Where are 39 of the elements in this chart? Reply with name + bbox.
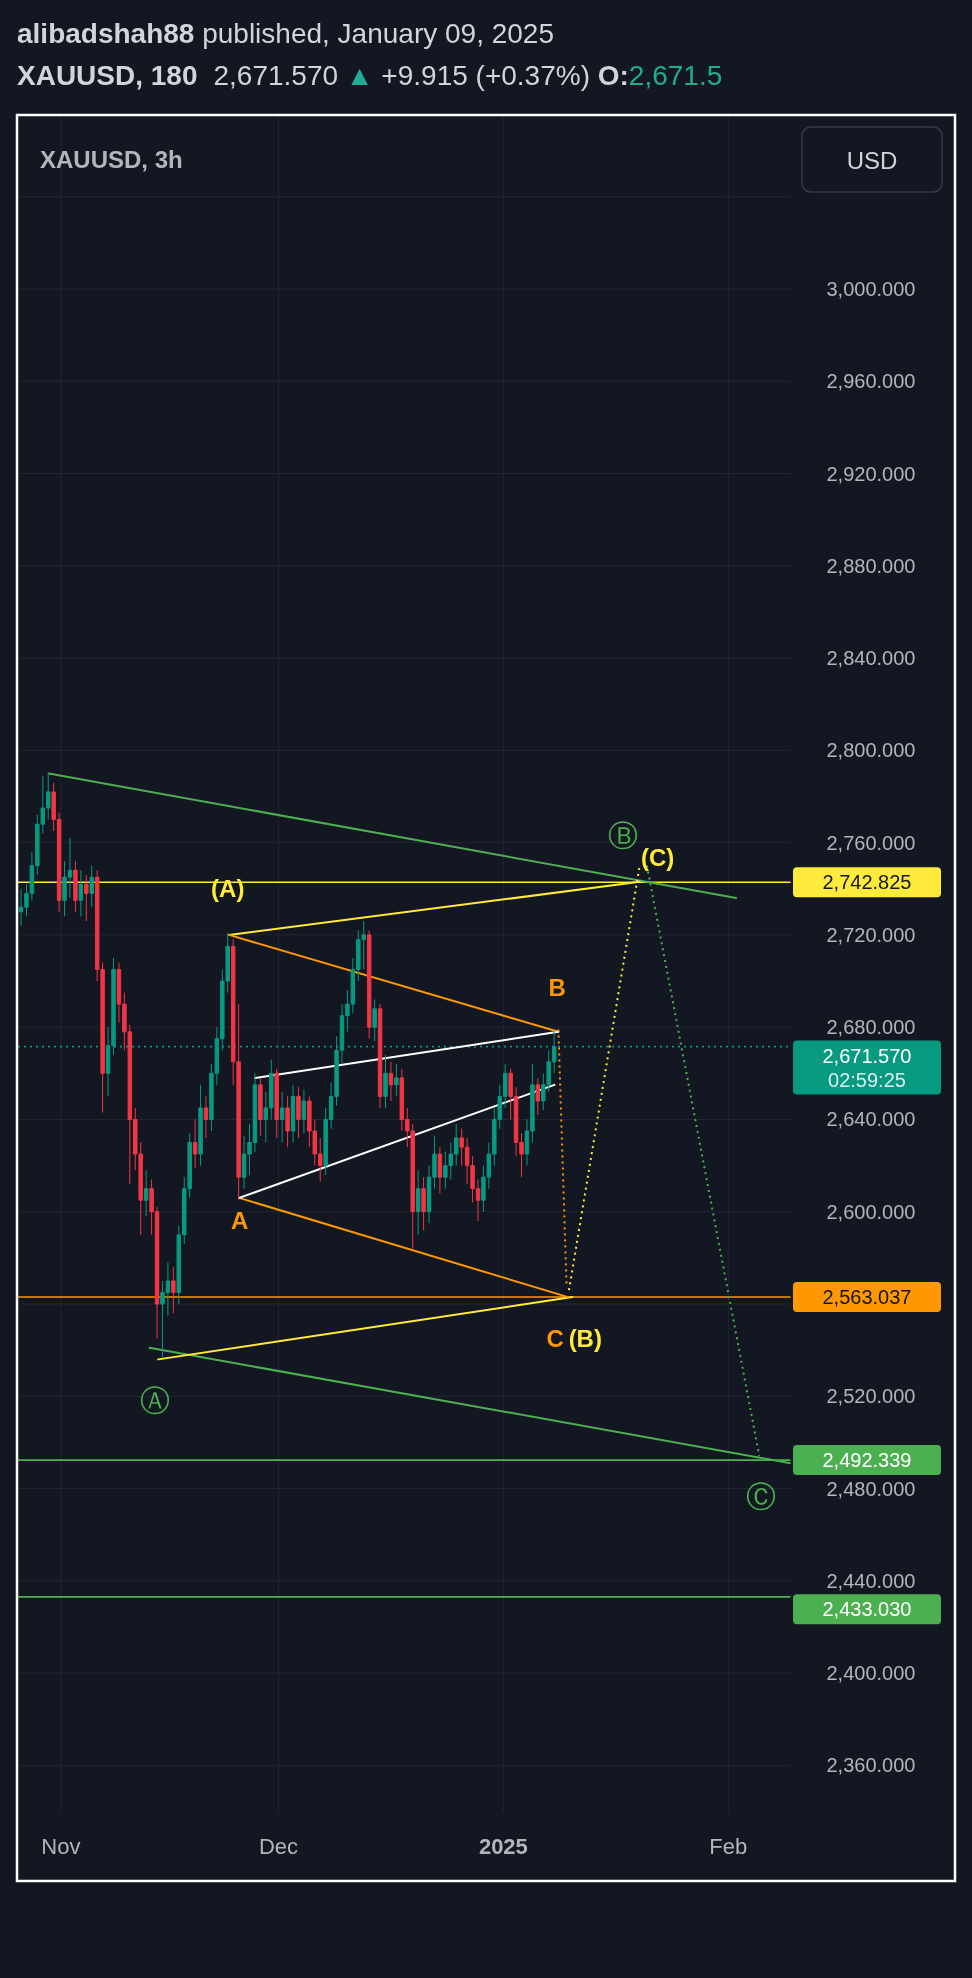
y-tick-label: 2,520.000 (826, 1385, 916, 1408)
annotation: A (230, 1206, 249, 1234)
y-tick-label: 2,480.000 (826, 1477, 916, 1500)
y-tick-label: 2,800.000 (826, 739, 916, 762)
y-tick-label: 2,360.000 (826, 1754, 916, 1777)
y-tick-label: 2,680.000 (826, 1016, 916, 1039)
x-tick-label: Feb (709, 1833, 748, 1859)
y-tick-label: 2,440.000 (826, 1569, 916, 1592)
annotation: (B) (568, 1324, 602, 1352)
annotation: (C) (641, 844, 675, 872)
annotation: XAUUSD, 3h (40, 145, 183, 173)
y-tick-label: 2,920.000 (826, 462, 916, 485)
chart-subtitle: 2,671.570 ▲ +9.915 (+0.37%) O:2,671.5 (213, 60, 723, 91)
ref-line-label: 2,433.030 (822, 1598, 912, 1621)
ref-line-label: 2,742.825 (822, 871, 912, 894)
y-tick-label: 2,880.000 (826, 554, 916, 577)
annotation: B (548, 974, 566, 1002)
text: alibadshah88 published, January 09, 2025 (17, 18, 555, 49)
ref-line-label: 2,492.339 (822, 1449, 912, 1472)
y-tick-label: 2,640.000 (826, 1108, 916, 1131)
chart-title: XAUUSD, 180 (17, 60, 198, 91)
annotation: Ⓐ (140, 1382, 171, 1418)
y-tick-label: 2,840.000 (826, 647, 916, 670)
annotation: (A) (211, 875, 245, 903)
y-tick-label: 3,000.000 (826, 278, 916, 301)
ref-line-label: 2,563.037 (822, 1286, 912, 1308)
annotation: Ⓑ (607, 818, 638, 854)
y-tick-label: 2,960.000 (826, 370, 916, 393)
ref-line-label: 2,671.570 02:59:25 (822, 1044, 912, 1091)
y-tick-label: 2,760.000 (826, 831, 916, 854)
x-tick-label: Dec (258, 1833, 299, 1859)
currency-button: USD (801, 126, 943, 193)
x-tick-label: 2025 (478, 1833, 528, 1859)
y-tick-label: 2,720.000 (826, 923, 916, 946)
y-tick-label: 2,400.000 (826, 1662, 916, 1685)
x-tick-label: Nov (41, 1833, 81, 1859)
y-tick-label: 2,600.000 (826, 1200, 916, 1223)
annotation: Ⓒ (746, 1478, 777, 1514)
annotation: C (546, 1324, 564, 1352)
